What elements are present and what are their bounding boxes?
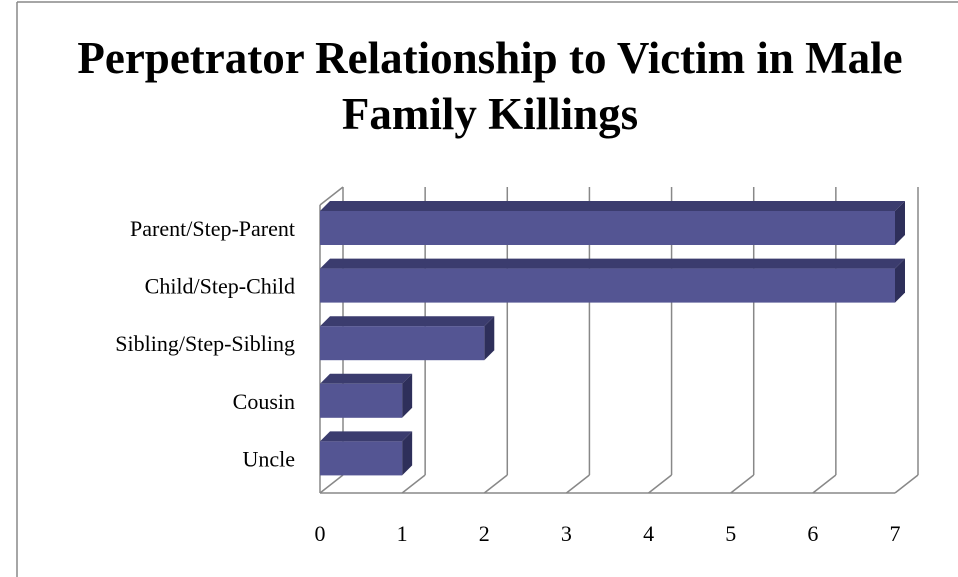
bar-side — [895, 258, 905, 303]
y-tick-label: Parent/Step-Parent — [130, 216, 295, 241]
bar-front — [320, 441, 403, 476]
bar — [320, 373, 413, 418]
grid-line — [319, 474, 344, 494]
chart-title: Perpetrator Relationship to Victim in Ma… — [77, 33, 903, 139]
grid-line — [894, 474, 919, 494]
bar-top — [320, 316, 495, 327]
y-tick-label: Sibling/Step-Sibling — [115, 331, 295, 356]
bar-front — [320, 211, 895, 245]
bar-side — [402, 373, 413, 418]
bar-front — [320, 326, 485, 361]
bar-side — [895, 201, 905, 245]
x-tick-label: 1 — [397, 521, 408, 546]
x-tick-label: 5 — [725, 521, 736, 546]
bar-front — [320, 268, 895, 303]
bar-side — [402, 431, 413, 476]
x-tick-label: 0 — [315, 521, 326, 546]
y-tick-label: Uncle — [242, 446, 295, 471]
x-tick-label: 6 — [807, 521, 818, 546]
x-tick-label: 2 — [479, 521, 490, 546]
bar-top — [320, 258, 905, 269]
bar-side — [484, 316, 495, 361]
bar-top — [320, 201, 905, 211]
bar — [320, 258, 905, 303]
grid-line — [565, 474, 590, 494]
grid-line — [812, 474, 837, 494]
x-tick-label: 3 — [561, 521, 572, 546]
grid-line — [648, 474, 673, 494]
y-tick-label: Cousin — [233, 389, 295, 414]
x-tick-label: 7 — [890, 521, 901, 546]
grid-line — [483, 474, 508, 494]
grid-line — [401, 474, 426, 494]
axis-wall — [319, 186, 344, 206]
bar-top — [320, 373, 413, 384]
bar — [320, 316, 495, 361]
grid-line — [730, 474, 755, 494]
x-tick-label: 4 — [643, 521, 654, 546]
bar — [320, 201, 905, 245]
y-tick-label: Child/Step-Child — [145, 274, 295, 299]
bar-front — [320, 383, 403, 418]
bar-top — [320, 431, 413, 442]
bar — [320, 431, 413, 476]
